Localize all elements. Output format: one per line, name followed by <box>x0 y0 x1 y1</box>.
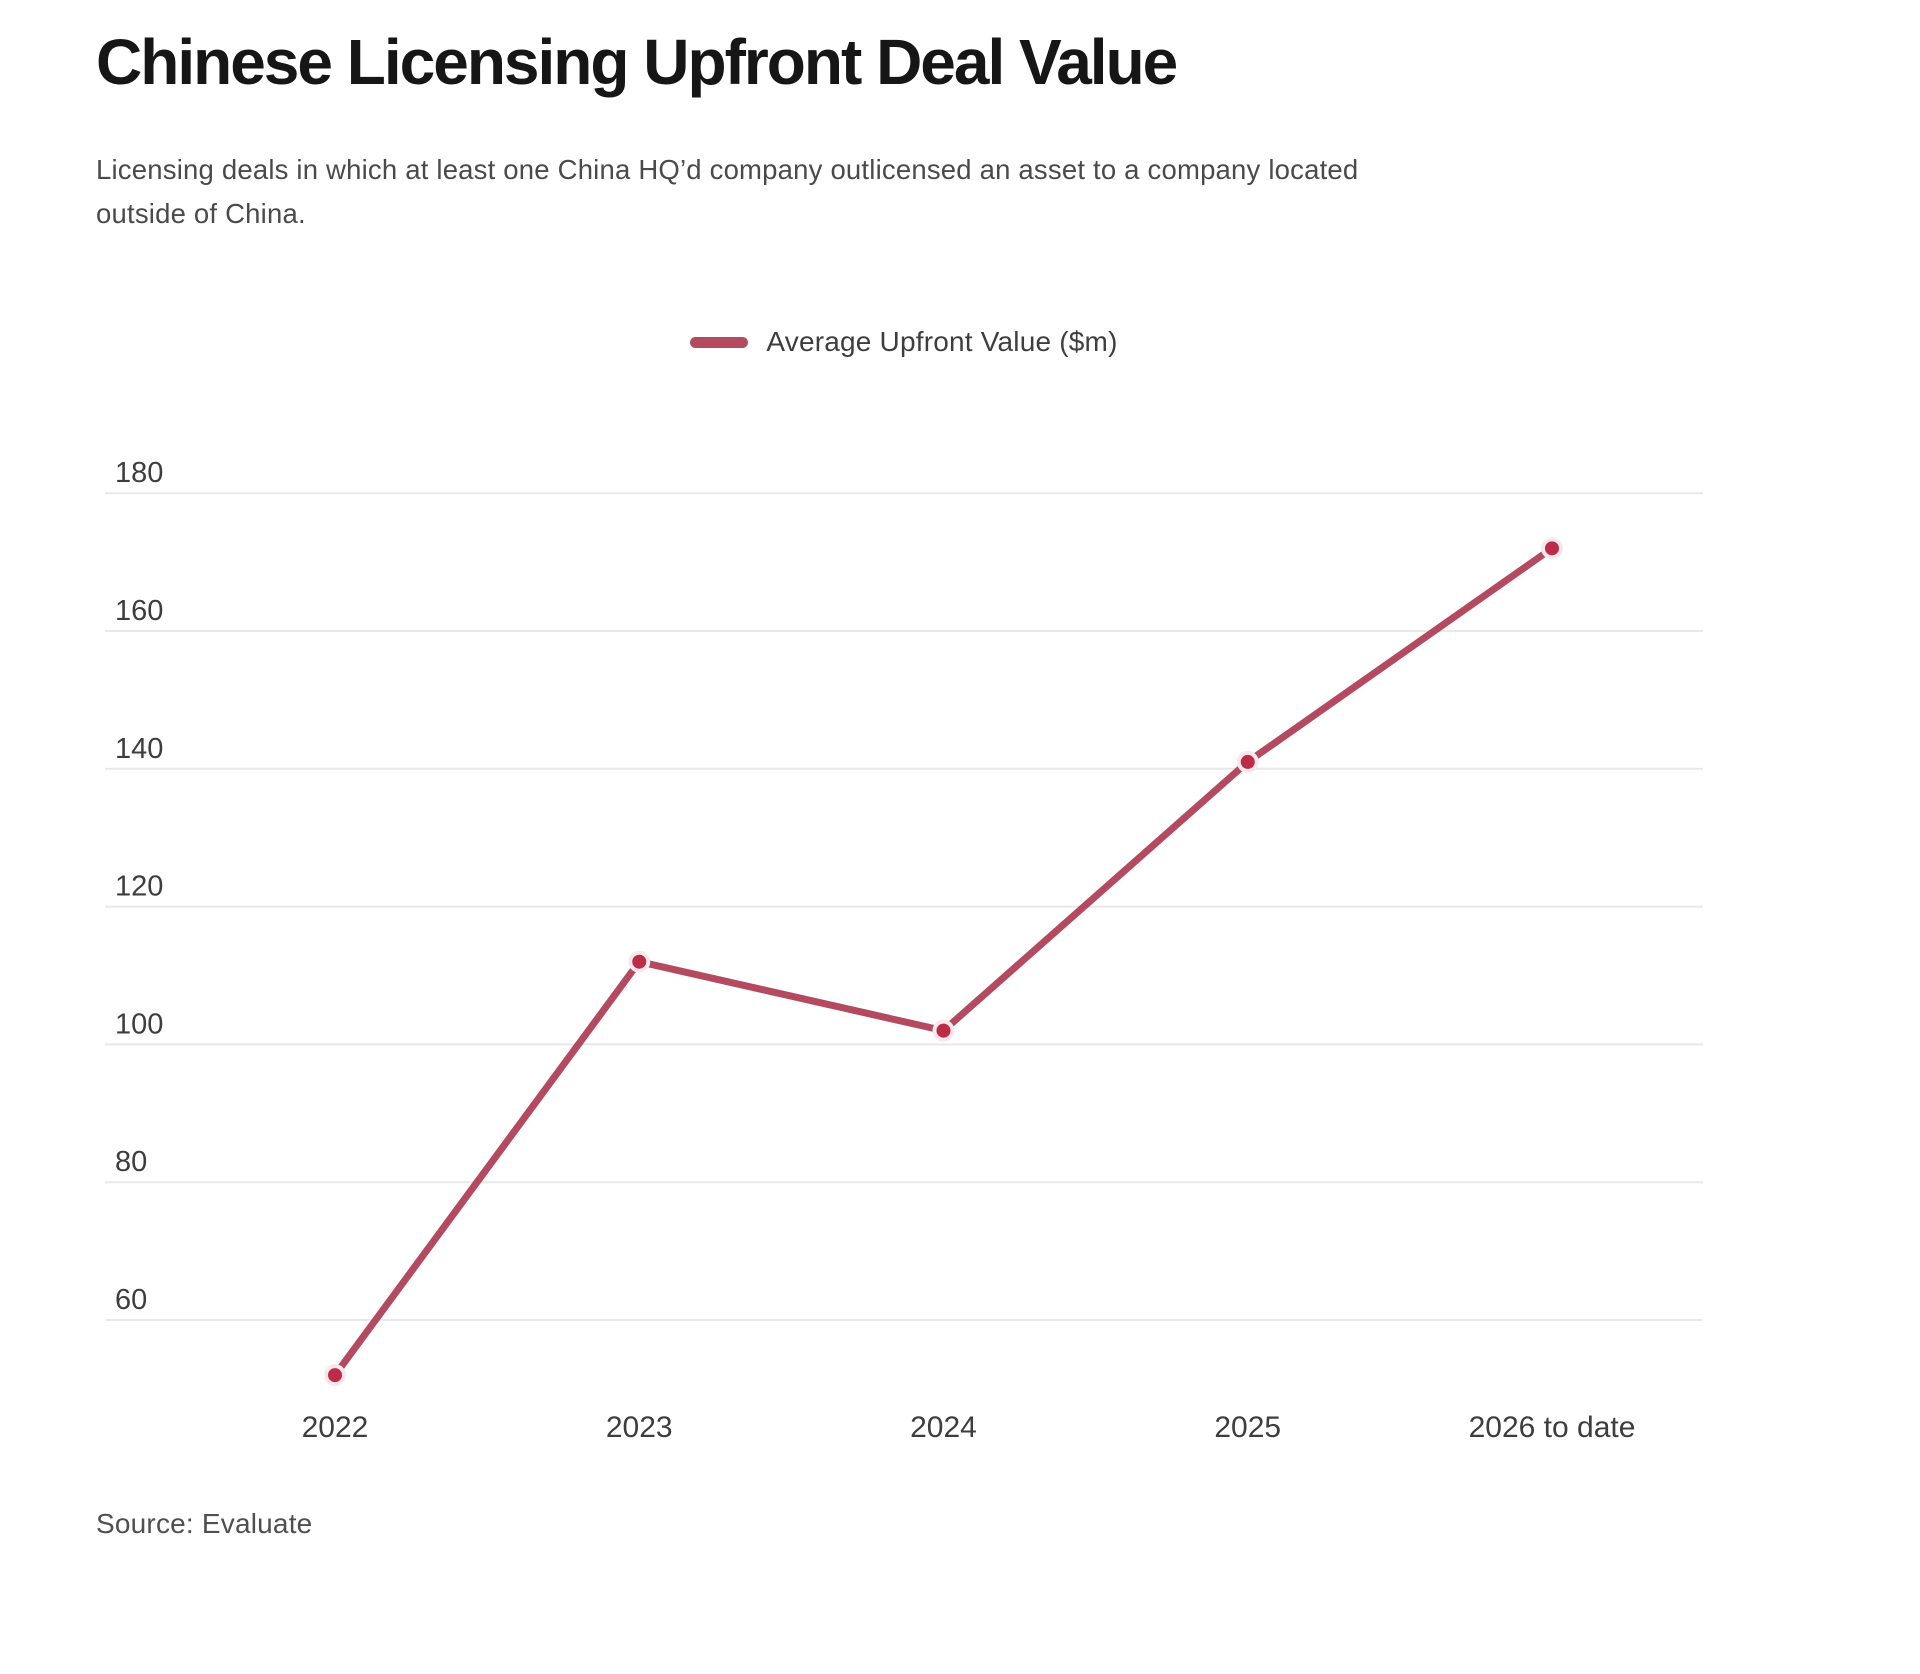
y-axis-label-100: 100 <box>115 1008 163 1040</box>
series-line <box>331 544 1556 1379</box>
chart-legend: Average Upfront Value ($m) <box>105 322 1703 362</box>
y-axis-label-140: 140 <box>115 733 163 765</box>
source-note: Source: Evaluate <box>96 1508 313 1539</box>
x-axis-label-2: 2023 <box>606 1411 673 1444</box>
y-axis-label-120: 120 <box>115 871 163 903</box>
y-axis-label-180: 180 <box>115 457 163 489</box>
x-axis-label-5: 2026 to date <box>1469 1411 1636 1444</box>
chart-subtitle: Licensing deals in which at least one Ch… <box>96 154 1359 229</box>
y-axis-label-60: 60 <box>115 1284 147 1316</box>
data-point-2022 <box>324 1364 346 1387</box>
legend-line-swatch <box>690 336 749 348</box>
x-axis-label-3: 2024 <box>910 1411 977 1444</box>
data-point-2025 <box>1236 750 1259 773</box>
y-axis-label-80: 80 <box>115 1146 147 1178</box>
data-point-2023 <box>628 950 651 973</box>
legend-label: Average Upfront Value ($m) <box>766 326 1118 357</box>
x-axis-label-4: 2025 <box>1214 1411 1281 1444</box>
x-axis-label-1: 2022 <box>302 1411 369 1444</box>
y-axis-label-160: 160 <box>115 595 163 627</box>
data-point-2024 <box>932 1019 955 1042</box>
chart-title: Chinese Licensing Upfront Deal Value <box>96 26 1178 98</box>
data-point-2026 to date <box>1541 537 1563 560</box>
